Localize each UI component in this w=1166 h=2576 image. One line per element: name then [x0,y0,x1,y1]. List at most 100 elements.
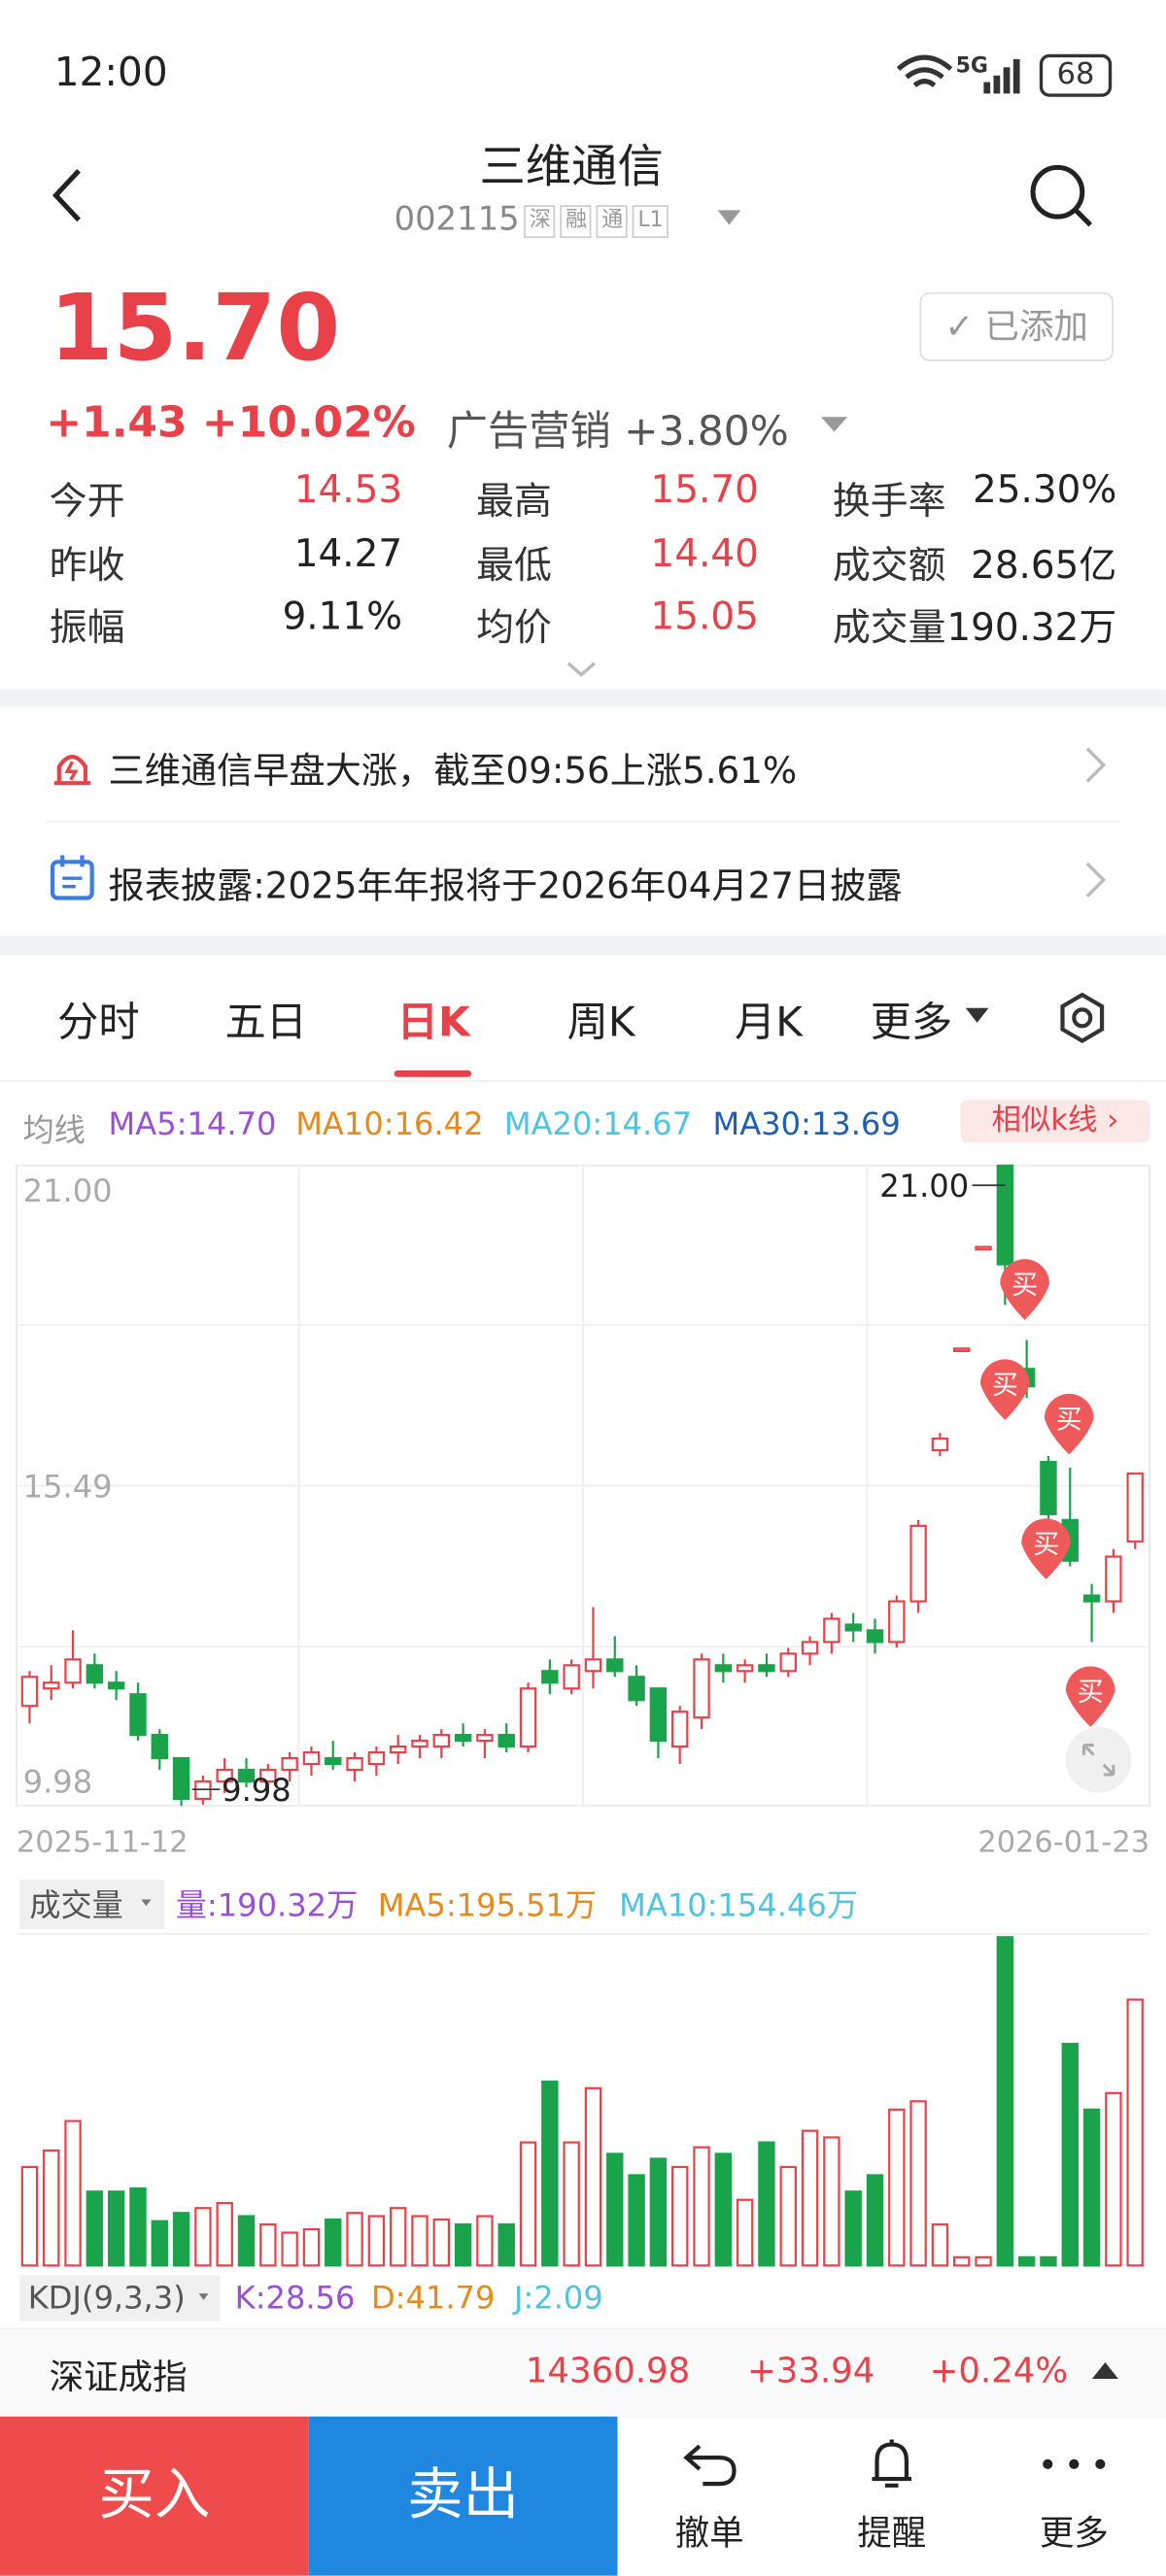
dropdown-icon[interactable] [819,416,848,435]
chevron [1085,862,1107,898]
candle-body [237,1768,256,1783]
kdj-item: K:28.56 [235,2279,356,2316]
ma-item: MA5:14.70 [108,1106,277,1143]
candle-body [151,1734,168,1760]
signal-label: 买 [1078,1678,1104,1708]
stat-value: 190.32万 [946,607,1117,651]
volume-bar [996,1936,1014,2267]
signal-label: 买 [1056,1405,1082,1435]
stat-label: 昨收 [49,545,125,589]
signal-marker [979,1359,1030,1420]
kdj-item: J:2.09 [512,2279,603,2316]
sell-button[interactable]: 卖出 [308,2416,618,2576]
stat-label: 最高 [476,481,552,525]
volume-bar [714,2152,733,2267]
volume-title: 成交量 [29,1886,122,1923]
x-label: 2025-11-12 [17,1825,189,1859]
candle-body [281,1756,298,1772]
change-pct: +10.02% [201,398,416,449]
index-name: 深证成指 [49,2356,188,2397]
price: 15.70 [49,275,341,383]
volume-bar [670,2165,689,2267]
volume-item: MA10:154.46万 [619,1886,858,1923]
volume-bar [584,2086,602,2267]
more-icon [1043,2458,1106,2469]
tab[interactable]: 月K [734,998,803,1046]
back-button[interactable] [46,164,95,226]
volume-bar [779,2165,797,2267]
volume-bar [693,2146,710,2267]
candle-body [367,1750,386,1766]
candle-body [953,1347,971,1353]
fullscreen-icon [1081,1744,1115,1777]
candle-body [1105,1555,1122,1603]
volume-bar [931,2222,949,2267]
kdj-selector[interactable] [19,2275,221,2322]
volume-bar [476,2215,494,2267]
tab-indicator [394,1069,472,1077]
signal-marker [1065,1666,1115,1727]
tab[interactable]: 分时 [57,998,140,1046]
expand-icon[interactable] [565,660,598,679]
volume-bar [129,2186,147,2267]
volume-bar [801,2129,819,2267]
settings-button[interactable] [1056,992,1109,1044]
cancel-button[interactable]: 撤单 [674,2513,744,2554]
volume-bar [172,2212,190,2267]
dropdown-icon [141,1899,152,1907]
buy-button[interactable]: 买入 [0,2416,309,2576]
x-label: 2026-01-23 [977,1825,1149,1859]
candle-body [649,1687,668,1743]
added-button[interactable]: ✓ 已添加 [919,291,1114,361]
volume-bar [909,2100,927,2267]
candle-body [628,1676,645,1702]
volume-bar [216,2201,233,2267]
tab[interactable]: 五日 [224,998,308,1046]
volume-bar [606,2152,624,2267]
similar-k-button[interactable]: 相似k线 › [960,1100,1150,1143]
added-label: 已添加 [984,307,1088,347]
candle-body [606,1658,624,1673]
candle-body [1126,1472,1144,1543]
tab[interactable]: 更多 [870,998,953,1046]
fullscreen-button[interactable] [1065,1726,1132,1793]
tab[interactable]: 日K [396,998,470,1046]
volume-bar [888,2108,906,2267]
candle-body [432,1734,451,1748]
volume-bar [432,2218,451,2267]
ma-title: 均线 [22,1112,86,1150]
tab[interactable]: 周K [566,998,635,1046]
candle-body [411,1740,429,1748]
divider [0,935,1166,956]
news-item[interactable]: 报表披露:2025年年报将于2026年04月27日披露 [108,866,903,908]
sector: 广告营销 +3.80% [447,399,789,458]
index-change: +33.94 [746,2351,875,2390]
candle-body [20,1676,39,1708]
kdj-item: D:41.79 [371,2279,495,2316]
volume-bar [302,2227,321,2267]
index-value: 14360.98 [525,2351,691,2390]
volume-selector[interactable] [19,1880,165,1929]
separator [46,821,1120,823]
volume-bar [259,2222,277,2267]
stat-value: 9.11% [282,595,403,639]
expand-icon[interactable] [1090,2359,1119,2383]
stat-label: 成交量 [832,607,946,651]
volume-bar [237,2215,256,2267]
alert-button[interactable]: 提醒 [857,2513,927,2554]
news-item[interactable]: 三维通信早盘大涨，截至09:56上涨5.61% [108,752,798,794]
candle-body [996,1164,1014,1266]
dropdown-icon[interactable] [716,209,742,228]
more-button[interactable]: 更多 [1039,2513,1109,2554]
candle-body [107,1681,125,1690]
stat-value: 15.05 [650,595,759,639]
search-button[interactable] [1025,159,1097,231]
stat-label: 振幅 [49,607,125,651]
candle-body [584,1658,602,1673]
index-bar[interactable] [0,2327,1166,2419]
wifi-icon [896,54,953,87]
stock-code: 002115 [394,198,520,239]
y-tick-label: 15.49 [23,1468,113,1505]
alert-icon [53,755,90,786]
candle-body [1040,1460,1057,1515]
